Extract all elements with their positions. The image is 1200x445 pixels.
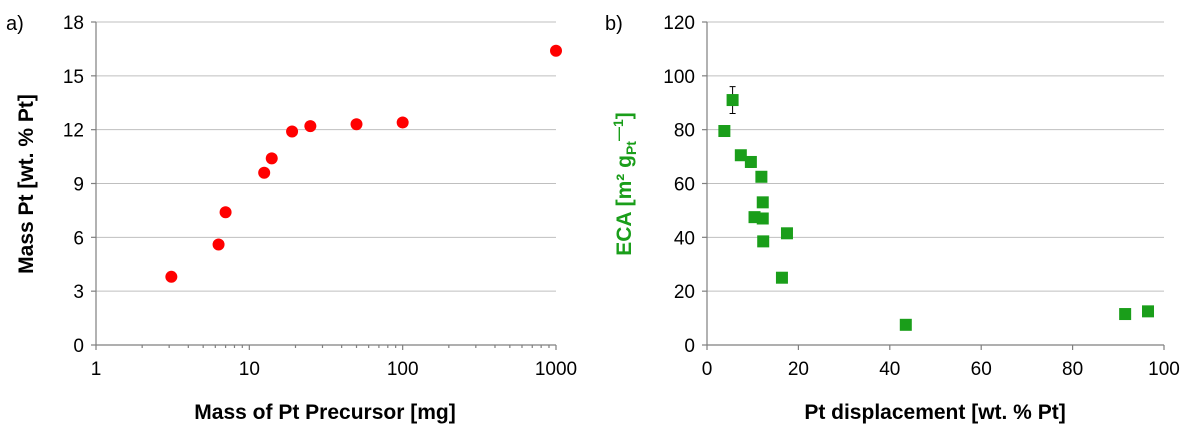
x-axis-title-a: Mass of Pt Precursor [mg]	[194, 401, 455, 424]
tick-labels-b: 0 20 40 60 80 100 0 20 40 60 80 100 120	[663, 13, 1180, 380]
x-tick-label-a-0: 1	[91, 359, 102, 380]
y-tick-label-b-2: 40	[674, 228, 695, 249]
x-tick-label-a-1: 10	[239, 359, 260, 380]
x-tick-label-b-1: 20	[788, 359, 809, 380]
panel-b: b) 0 20 40 60 80 100 0 20 40 60 80 100 120 Pt displa…	[605, 13, 1180, 424]
data-point-b-1	[726, 94, 739, 107]
tick-labels-a: 1 10 100 1000 0 3 6 9 12 15 18	[63, 13, 577, 380]
data-point-a-5	[286, 125, 299, 138]
y-axis-title-b: ECA [m² gPt—1]	[610, 112, 639, 256]
points-a	[165, 44, 562, 283]
x-tick-label-b-2: 40	[879, 359, 900, 380]
data-point-a-9	[550, 44, 562, 57]
data-point-a-6	[304, 120, 317, 133]
x-tick-label-b-3: 60	[971, 359, 992, 380]
y-tick-label-b-5: 100	[663, 67, 695, 88]
data-point-b-11	[899, 318, 912, 331]
x-axis-title-b: Pt displacement [wt. % Pt]	[804, 401, 1065, 424]
y-tick-label-b-6: 120	[663, 13, 695, 34]
data-point-b-13	[1142, 305, 1155, 318]
x-tick-label-b-0: 0	[702, 359, 713, 380]
data-point-a-0	[165, 270, 178, 283]
y-axis-title-b-sup: —1	[610, 119, 626, 141]
y-tick-label-a-3: 9	[73, 175, 84, 196]
y-tick-label-a-6: 18	[63, 13, 84, 34]
points-b	[718, 86, 1155, 331]
y-tick-label-a-1: 3	[73, 282, 84, 303]
y-axis-title-b-end: ]	[613, 112, 636, 119]
y-tick-label-b-4: 80	[674, 121, 695, 142]
axes-b	[702, 21, 1165, 350]
data-point-a-7	[350, 118, 363, 131]
panel-label-a: a)	[6, 13, 24, 35]
axes-a	[91, 21, 557, 350]
x-tick-label-b-5: 100	[1148, 359, 1180, 380]
x-tick-label-a-3: 1000	[535, 359, 577, 380]
y-axis-title-b-sub: Pt	[623, 141, 639, 155]
panel-a: a) 1 10 100 1000 0 3 6 9 12 15 18 Mass of Pt Precu…	[6, 13, 577, 424]
panel-label-b: b)	[605, 13, 623, 35]
y-tick-label-a-4: 12	[63, 121, 84, 142]
data-point-b-7	[756, 212, 769, 225]
y-tick-label-a-2: 6	[73, 228, 84, 249]
y-tick-label-b-1: 20	[674, 282, 695, 303]
y-axis-title-a: Mass Pt [wt. % Pt]	[15, 94, 38, 274]
y-tick-label-a-5: 15	[63, 67, 84, 88]
data-point-a-1	[212, 238, 225, 251]
data-point-b-8	[757, 235, 770, 248]
data-point-a-4	[265, 152, 278, 165]
data-point-b-2	[734, 149, 747, 162]
data-point-b-3	[744, 155, 757, 168]
y-tick-label-b-3: 60	[674, 175, 695, 196]
data-point-a-3	[258, 166, 271, 179]
data-point-a-2	[219, 206, 232, 219]
data-point-b-12	[1119, 308, 1132, 321]
y-axis-title-b-main: ECA [m² g	[613, 155, 636, 256]
x-tick-label-b-4: 80	[1062, 359, 1083, 380]
data-point-b-10	[780, 227, 793, 240]
data-point-b-0	[718, 125, 731, 138]
data-point-b-6	[756, 196, 769, 209]
grid-b	[707, 21, 1164, 292]
data-point-b-5	[755, 170, 768, 183]
y-tick-label-b-0: 0	[684, 336, 695, 357]
x-tick-label-a-2: 100	[387, 359, 419, 380]
y-tick-label-a-0: 0	[73, 336, 84, 357]
data-point-b-9	[775, 271, 788, 284]
grid-a	[96, 21, 556, 292]
data-point-a-8	[396, 116, 409, 129]
